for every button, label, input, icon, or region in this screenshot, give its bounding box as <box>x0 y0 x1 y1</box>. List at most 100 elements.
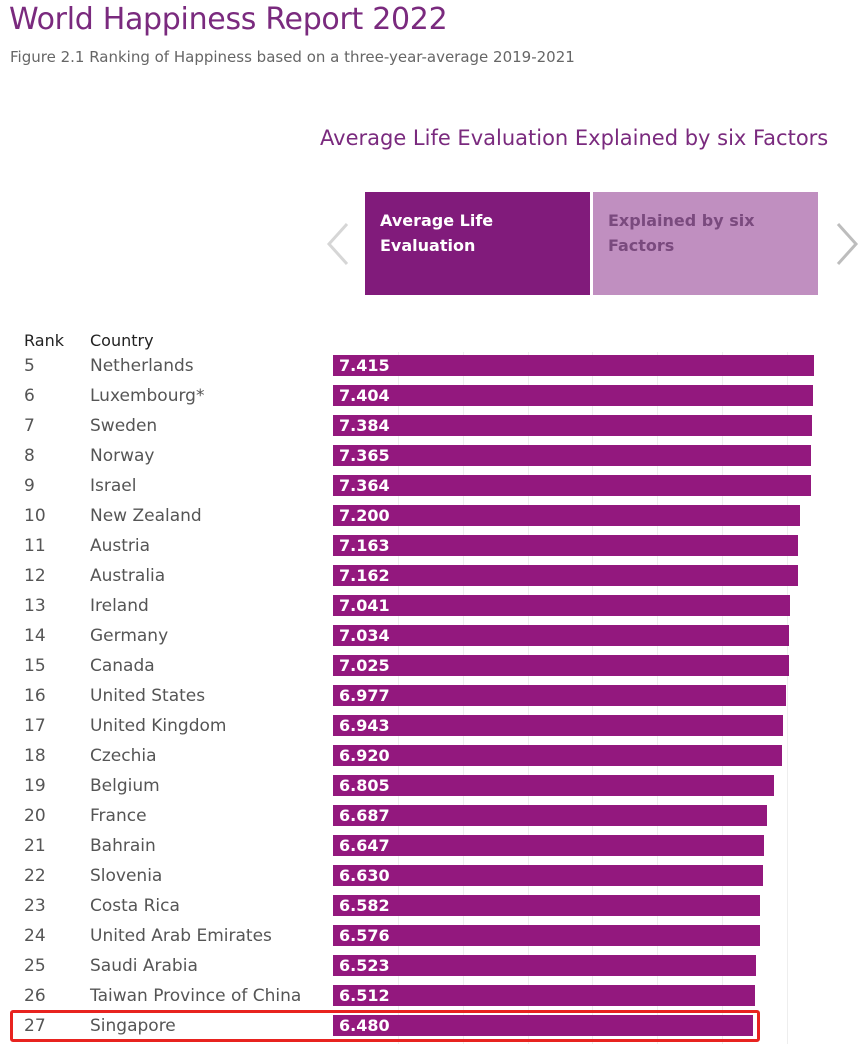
score-bar[interactable]: 6.512 <box>333 985 755 1006</box>
table-row: 8 Norway 7.365 <box>0 441 859 471</box>
rank-cell: 20 <box>24 806 46 826</box>
score-bar[interactable]: 6.480 <box>333 1015 753 1036</box>
score-label: 6.647 <box>339 836 390 855</box>
table-row: 16 United States 6.977 <box>0 681 859 711</box>
score-bar[interactable]: 6.687 <box>333 805 767 826</box>
country-cell: Saudi Arabia <box>90 956 198 976</box>
rank-cell: 19 <box>24 776 46 796</box>
table-row: 19 Belgium 6.805 <box>0 771 859 801</box>
table-row: 26 Taiwan Province of China 6.512 <box>0 981 859 1011</box>
score-bar[interactable]: 7.034 <box>333 625 789 646</box>
rank-cell: 14 <box>24 626 46 646</box>
tab-explained-by-six-factors[interactable]: Explained by six Factors <box>593 192 818 295</box>
table-row: 18 Czechia 6.920 <box>0 741 859 771</box>
table-row: 7 Sweden 7.384 <box>0 411 859 441</box>
score-label: 7.364 <box>339 476 390 495</box>
country-cell: Ireland <box>90 596 149 616</box>
score-bar[interactable]: 6.977 <box>333 685 786 706</box>
score-label: 6.512 <box>339 986 390 1005</box>
score-bar[interactable]: 6.920 <box>333 745 782 766</box>
rank-cell: 23 <box>24 896 46 916</box>
table-row: 12 Australia 7.162 <box>0 561 859 591</box>
rank-cell: 10 <box>24 506 46 526</box>
table-row: 15 Canada 7.025 <box>0 651 859 681</box>
score-label: 7.034 <box>339 626 390 645</box>
country-cell: Australia <box>90 566 166 586</box>
score-label: 6.943 <box>339 716 390 735</box>
score-bar[interactable]: 7.025 <box>333 655 789 676</box>
score-bar[interactable]: 6.943 <box>333 715 783 736</box>
score-bar[interactable]: 6.576 <box>333 925 760 946</box>
score-bar[interactable]: 7.384 <box>333 415 812 436</box>
country-cell: Sweden <box>90 416 158 436</box>
score-bar[interactable]: 6.630 <box>333 865 763 886</box>
rank-cell: 11 <box>24 536 46 556</box>
table-row: 25 Saudi Arabia 6.523 <box>0 951 859 981</box>
country-cell: Bahrain <box>90 836 156 856</box>
country-cell: New Zealand <box>90 506 202 526</box>
previous-arrow-icon[interactable] <box>325 222 353 266</box>
rank-cell: 5 <box>24 356 35 376</box>
country-cell: United Arab Emirates <box>90 926 272 946</box>
table-row: 9 Israel 7.364 <box>0 471 859 501</box>
rank-cell: 6 <box>24 386 35 406</box>
score-label: 7.200 <box>339 506 390 525</box>
country-cell: Luxembourg* <box>90 386 205 406</box>
score-label: 7.404 <box>339 386 390 405</box>
country-cell: Netherlands <box>90 356 194 376</box>
score-bar[interactable]: 6.582 <box>333 895 760 916</box>
rank-cell: 26 <box>24 986 46 1006</box>
table-row: 11 Austria 7.163 <box>0 531 859 561</box>
score-label: 7.365 <box>339 446 390 465</box>
score-label: 7.384 <box>339 416 390 435</box>
rank-cell: 22 <box>24 866 46 886</box>
rank-cell: 17 <box>24 716 46 736</box>
score-label: 6.480 <box>339 1016 390 1035</box>
rank-cell: 7 <box>24 416 35 436</box>
score-bar[interactable]: 6.647 <box>333 835 764 856</box>
score-label: 6.920 <box>339 746 390 765</box>
rank-cell: 8 <box>24 446 35 466</box>
country-cell: Singapore <box>90 1016 176 1036</box>
score-bar[interactable]: 7.415 <box>333 355 814 376</box>
table-row: 22 Slovenia 6.630 <box>0 861 859 891</box>
score-bar[interactable]: 7.041 <box>333 595 790 616</box>
score-label: 6.576 <box>339 926 390 945</box>
score-bar[interactable]: 7.404 <box>333 385 813 406</box>
score-bar[interactable]: 7.365 <box>333 445 811 466</box>
table-row: 13 Ireland 7.041 <box>0 591 859 621</box>
score-bar[interactable]: 6.523 <box>333 955 756 976</box>
score-label: 6.805 <box>339 776 390 795</box>
score-label: 6.582 <box>339 896 390 915</box>
country-cell: United States <box>90 686 206 706</box>
country-cell: France <box>90 806 147 826</box>
table-row: 14 Germany 7.034 <box>0 621 859 651</box>
score-label: 6.523 <box>339 956 390 975</box>
rank-cell: 15 <box>24 656 46 676</box>
country-cell: Austria <box>90 536 151 556</box>
table-row: 23 Costa Rica 6.582 <box>0 891 859 921</box>
score-bar[interactable]: 7.163 <box>333 535 798 556</box>
tab-average-life-evaluation[interactable]: Average Life Evaluation <box>365 192 590 295</box>
rank-column-header: Rank <box>24 331 64 350</box>
page-subtitle: Figure 2.1 Ranking of Happiness based on… <box>10 48 575 66</box>
score-bar[interactable]: 7.200 <box>333 505 800 526</box>
country-cell: Canada <box>90 656 155 676</box>
country-cell: Israel <box>90 476 137 496</box>
country-cell: Costa Rica <box>90 896 180 916</box>
country-cell: Norway <box>90 446 155 466</box>
rank-cell: 12 <box>24 566 46 586</box>
page-title: World Happiness Report 2022 <box>9 2 448 37</box>
rank-cell: 25 <box>24 956 46 976</box>
score-bar[interactable]: 7.364 <box>333 475 811 496</box>
score-label: 7.025 <box>339 656 390 675</box>
table-row: 24 United Arab Emirates 6.576 <box>0 921 859 951</box>
table-row: 21 Bahrain 6.647 <box>0 831 859 861</box>
score-bar[interactable]: 6.805 <box>333 775 774 796</box>
next-arrow-icon[interactable] <box>832 222 859 266</box>
country-cell: Czechia <box>90 746 157 766</box>
rank-cell: 27 <box>24 1016 46 1036</box>
rank-cell: 18 <box>24 746 46 766</box>
country-column-header: Country <box>90 331 154 350</box>
score-bar[interactable]: 7.162 <box>333 565 798 586</box>
